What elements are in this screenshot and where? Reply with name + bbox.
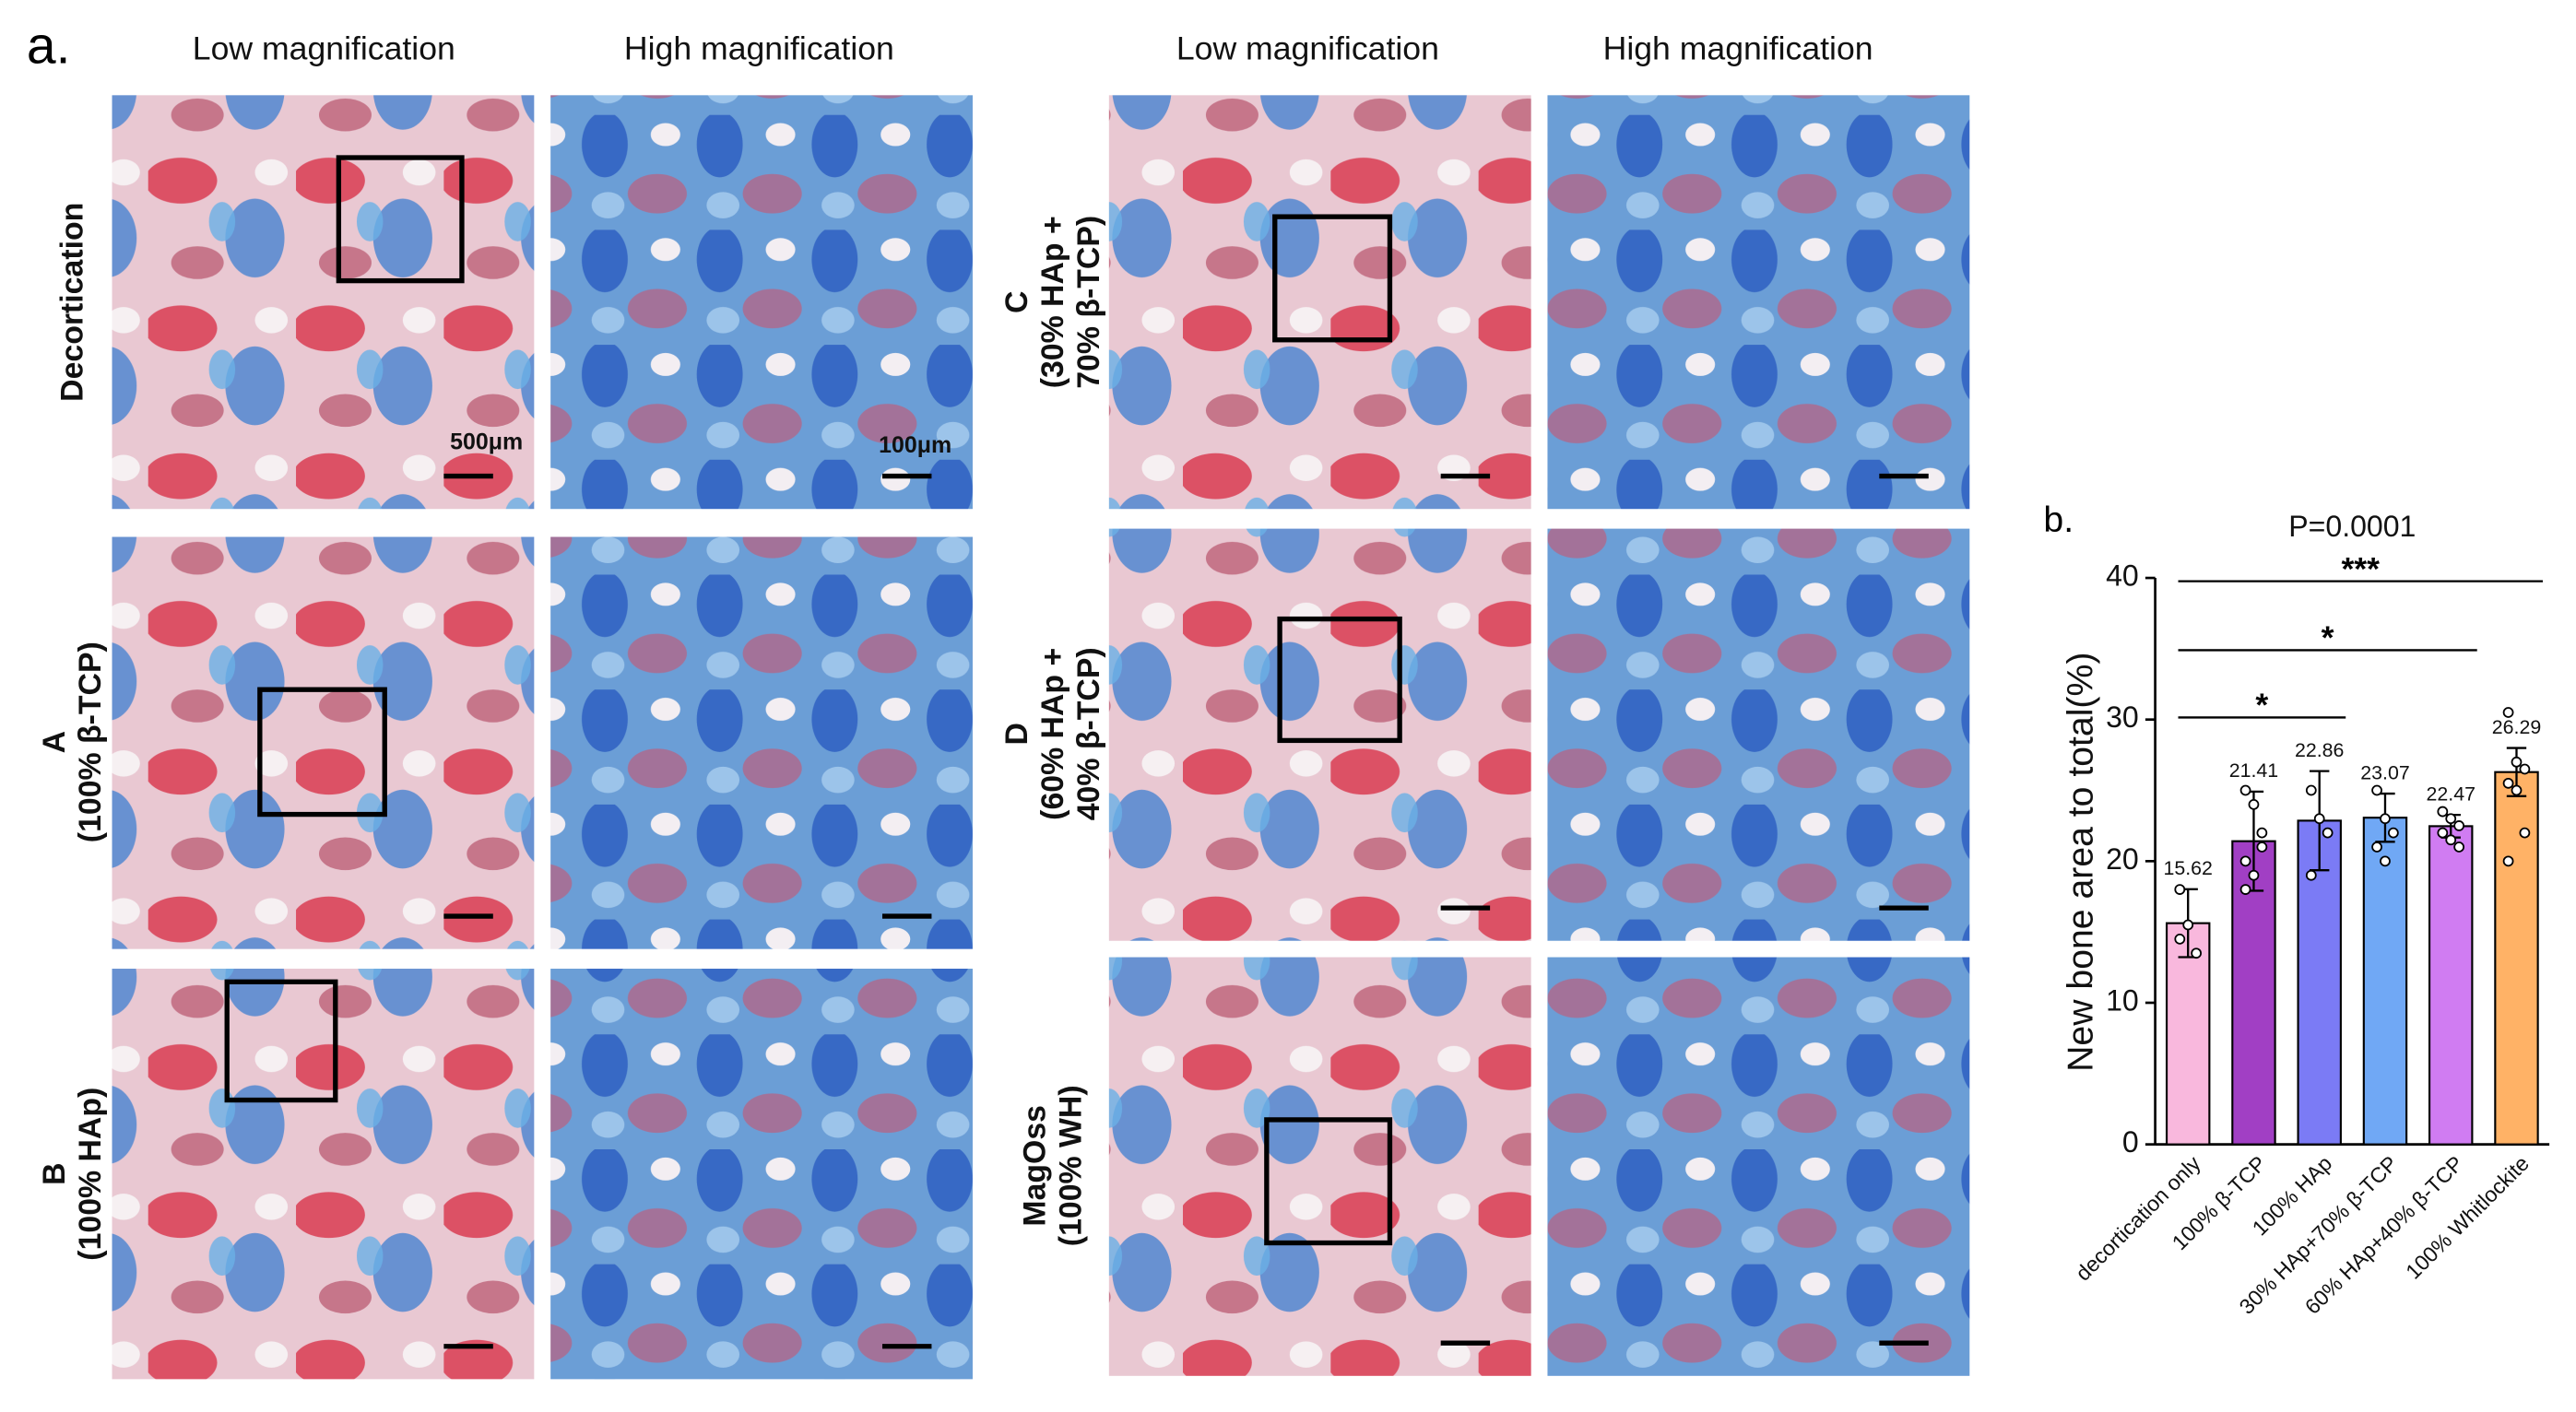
data-point (2437, 806, 2449, 818)
zoom-box (336, 155, 465, 284)
row-label: (30% HAp + (1035, 216, 1070, 388)
row-label: 40% β-TCP) (1071, 647, 1106, 820)
panel-a-text: a. Low magnification High magnification Low… (27, 17, 1873, 1261)
bar (2297, 819, 2342, 1146)
scale-bar-label: 500μm (450, 429, 523, 455)
scale-bar-label: 100μm (879, 432, 951, 458)
row-label: D (999, 723, 1034, 745)
row-label: 70% β-TCP) (1071, 216, 1106, 389)
data-point (2313, 813, 2325, 825)
data-point (2371, 841, 2382, 853)
data-point (2445, 834, 2457, 846)
significance-mark: * (2255, 687, 2268, 724)
data-point (2191, 947, 2202, 959)
histology-image (1547, 95, 1970, 510)
data-point (2519, 827, 2531, 839)
significance-mark: * (2322, 619, 2334, 656)
histology-image (112, 536, 535, 949)
zoom-box (224, 979, 338, 1103)
significance-mark: *** (2341, 550, 2380, 587)
row-label: C (999, 291, 1034, 313)
y-tick-label: 40 (2106, 559, 2139, 593)
data-label: 26.29 (2492, 716, 2541, 738)
row-label: B (37, 1162, 72, 1184)
data-point (2174, 884, 2186, 895)
data-point (2502, 855, 2514, 867)
y-tick-label: 10 (2106, 983, 2139, 1017)
data-label: 15.62 (2163, 857, 2212, 879)
panel-label: a. (27, 17, 71, 76)
data-point (2256, 827, 2268, 839)
panel-label: b. (2043, 500, 2074, 540)
data-point (2388, 827, 2399, 839)
data-point (2445, 813, 2457, 825)
data-point (2322, 827, 2334, 839)
data-label: 21.41 (2229, 759, 2278, 782)
row-label: Decortication (54, 203, 89, 402)
data-label: 23.07 (2360, 761, 2409, 783)
p-value: P=0.0001 (2288, 510, 2416, 543)
y-axis-title: New bone area to total(%) (2062, 653, 2101, 1072)
histology-image (1108, 957, 1531, 1376)
data-point (2511, 784, 2523, 796)
histology-image (1108, 528, 1531, 941)
data-point (2248, 799, 2260, 810)
zoom-box (1272, 214, 1393, 343)
data-point (2437, 827, 2449, 839)
data-point (2511, 756, 2523, 768)
zoom-box (257, 687, 387, 818)
histology-image (550, 969, 973, 1380)
histology-images (112, 95, 1970, 1380)
data-point (2248, 869, 2260, 881)
column-header: High magnification (1603, 30, 1873, 67)
histology-image (1108, 95, 1531, 510)
histology-image (112, 969, 535, 1380)
histology-image (550, 536, 973, 949)
data-point (2380, 855, 2391, 867)
data-point (2239, 855, 2251, 867)
column-header: Low magnification (1176, 30, 1439, 67)
zoom-box (1277, 616, 1402, 744)
column-header: Low magnification (193, 30, 455, 67)
data-point (2502, 707, 2514, 718)
data-point (2174, 933, 2186, 945)
row-label: A (37, 731, 72, 753)
data-point (2502, 777, 2514, 789)
data-point (2453, 820, 2465, 831)
data-point (2239, 784, 2251, 796)
histology-image (550, 95, 973, 510)
data-point (2305, 784, 2317, 796)
row-label: (100% β-TCP) (73, 641, 108, 842)
data-label: 22.86 (2295, 739, 2344, 761)
row-label: (60% HAp + (1035, 648, 1070, 820)
data-point (2305, 869, 2317, 881)
data-point (2371, 784, 2382, 796)
row-label: (100% HAp) (73, 1088, 108, 1261)
data-point (2519, 763, 2531, 775)
row-label: (100% WH) (1054, 1085, 1089, 1246)
x-tick-label: 100% Whitlockite (2401, 1151, 2534, 1284)
column-header: High magnification (624, 30, 894, 67)
row-label: MagOss (1017, 1105, 1052, 1227)
y-tick-label: 0 (2122, 1125, 2139, 1159)
data-label: 22.47 (2427, 782, 2476, 805)
bar (2362, 817, 2408, 1146)
data-point (2256, 841, 2268, 853)
bar (2428, 825, 2474, 1146)
histology-image (1547, 957, 1970, 1376)
y-tick-label: 30 (2106, 700, 2139, 734)
histology-image (1547, 528, 1970, 941)
data-point (2182, 919, 2194, 931)
data-point (2453, 841, 2465, 853)
data-point (2380, 813, 2391, 825)
bar (2494, 771, 2539, 1146)
zoom-box (1264, 1117, 1393, 1246)
chart: b. 0 10 20 30 40 New bone area to total(%) 15.6… (2043, 500, 2550, 1319)
y-tick-label: 20 (2106, 842, 2139, 876)
data-point (2239, 884, 2251, 895)
